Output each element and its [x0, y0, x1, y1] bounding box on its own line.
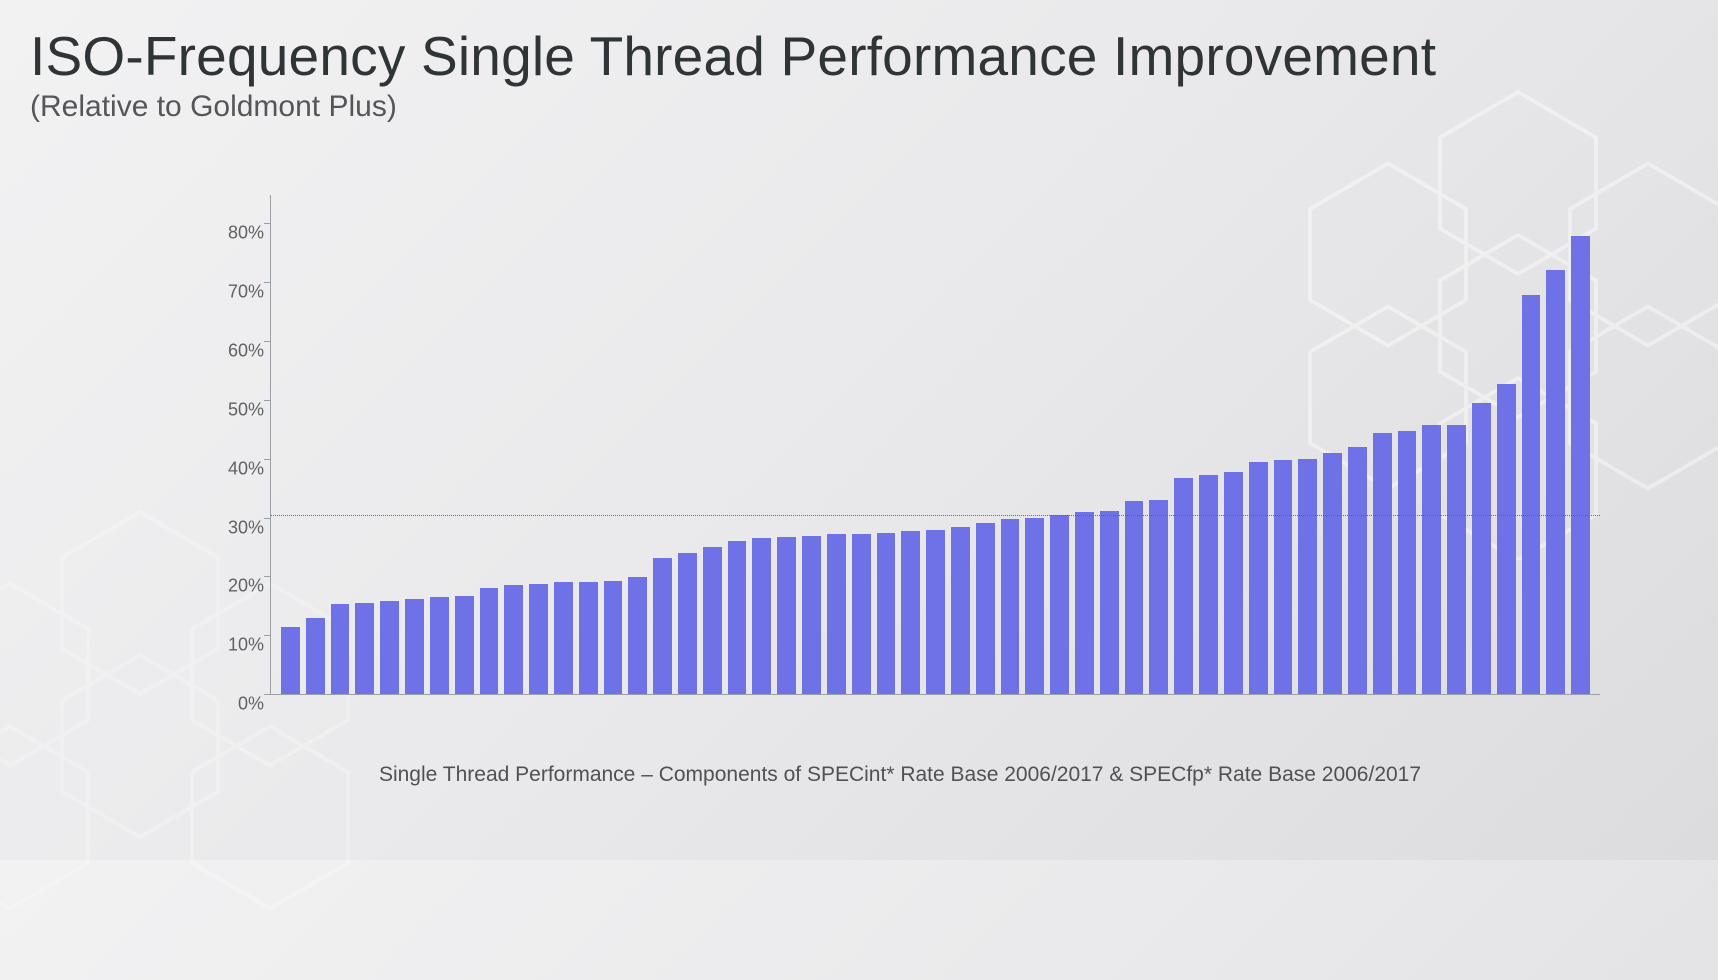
chart-bar — [579, 582, 598, 694]
chart-ytick-mark — [264, 341, 270, 342]
chart-bars — [281, 195, 1590, 694]
chart-reference-line — [271, 515, 1600, 516]
chart-ytick-mark — [264, 459, 270, 460]
chart-bar — [653, 558, 672, 694]
chart-ytick-label: 30% — [200, 517, 264, 538]
chart-bar — [455, 596, 474, 694]
chart-bar — [1546, 270, 1565, 694]
chart-bar — [802, 536, 821, 695]
chart-bar — [1224, 472, 1243, 694]
page-subtitle: (Relative to Goldmont Plus) — [30, 90, 1436, 124]
page-title: ISO-Frequency Single Thread Performance … — [30, 24, 1436, 88]
chart-bar — [703, 547, 722, 694]
chart-bar — [529, 584, 548, 694]
chart-bar — [554, 582, 573, 694]
chart-bar — [355, 603, 374, 694]
chart-bar — [306, 618, 325, 694]
title-block: ISO-Frequency Single Thread Performance … — [30, 24, 1436, 124]
chart-ytick-label: 0% — [200, 694, 264, 715]
chart-bar — [1522, 295, 1541, 694]
chart-bar — [877, 533, 896, 694]
chart-ytick-label: 20% — [200, 576, 264, 597]
chart-bar — [1447, 425, 1466, 694]
chart-bar — [1373, 433, 1392, 694]
chart-bar — [1100, 511, 1119, 694]
chart-bar — [1298, 459, 1317, 694]
chart-bar — [678, 553, 697, 694]
chart-bar — [752, 538, 771, 694]
chart-bar — [976, 523, 995, 694]
chart-bar — [926, 530, 945, 694]
chart-bar — [405, 599, 424, 694]
chart-bar — [1174, 478, 1193, 694]
chart-bar — [1497, 384, 1516, 694]
chart-bar — [1001, 519, 1020, 694]
chart-bar — [1025, 518, 1044, 694]
chart-plot-area — [270, 195, 1600, 695]
chart-bar — [901, 531, 920, 694]
chart-ytick-mark — [264, 694, 270, 695]
chart-ytick-label: 10% — [200, 635, 264, 656]
chart-bar — [604, 581, 623, 694]
chart-x-label: Single Thread Performance – Components o… — [200, 763, 1600, 787]
chart-bar — [331, 604, 350, 694]
chart-bar — [1050, 515, 1069, 694]
chart-bar — [281, 627, 300, 695]
chart-bar — [777, 537, 796, 694]
chart-bar — [951, 527, 970, 694]
chart-bar — [1571, 236, 1590, 694]
chart-bar — [1249, 462, 1268, 694]
chart-ytick-mark — [264, 518, 270, 519]
chart-bar — [1075, 512, 1094, 694]
chart-bar — [1149, 500, 1168, 694]
chart-bar — [1472, 403, 1491, 694]
chart-ytick-mark — [264, 223, 270, 224]
chart-bar — [827, 534, 846, 694]
chart-bar — [1274, 460, 1293, 694]
chart-bar — [1199, 475, 1218, 694]
chart-bar — [1422, 425, 1441, 694]
chart-ytick-label: 80% — [200, 223, 264, 244]
chart-bar — [1323, 453, 1342, 694]
chart-bar — [1125, 501, 1144, 694]
chart-ytick-mark — [264, 282, 270, 283]
chart-ytick-label: 70% — [200, 282, 264, 303]
chart-ytick-label: 50% — [200, 399, 264, 420]
chart-ytick-label: 40% — [200, 458, 264, 479]
chart-bar — [480, 588, 499, 694]
performance-chart: Single Thread Performance – Components o… — [200, 195, 1600, 735]
chart-bar — [430, 597, 449, 694]
chart-bar — [1348, 447, 1367, 694]
chart-bar — [504, 585, 523, 694]
chart-bar — [380, 601, 399, 694]
chart-ytick-mark — [264, 400, 270, 401]
chart-bar — [628, 577, 647, 694]
chart-bar — [1398, 431, 1417, 694]
chart-ytick-label: 60% — [200, 341, 264, 362]
chart-ytick-mark — [264, 635, 270, 636]
chart-bar — [852, 534, 871, 694]
chart-bar — [728, 541, 747, 694]
chart-ytick-mark — [264, 576, 270, 577]
